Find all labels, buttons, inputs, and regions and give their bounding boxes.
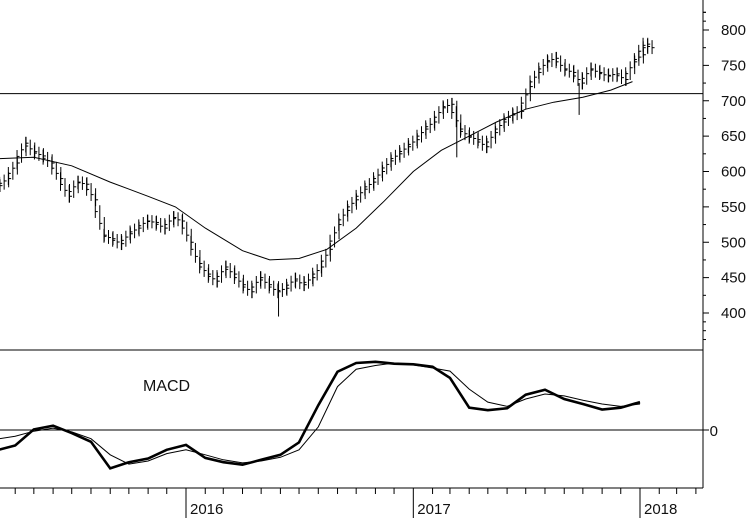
ohlc-bar <box>416 122 429 147</box>
y-tick-label: 450 <box>721 270 746 287</box>
y-tick-label: 800 <box>721 22 746 39</box>
ohlc-bar <box>120 227 133 251</box>
ohlc-bar <box>173 211 186 228</box>
macd-signal-line <box>0 362 641 465</box>
ohlc-bar <box>425 115 438 136</box>
ohlc-bar <box>25 136 38 159</box>
ohlc-bar <box>642 37 655 55</box>
ohlc-bar <box>242 278 255 299</box>
ohlc-bar <box>442 97 455 115</box>
macd-line <box>0 360 641 470</box>
ohlc-bar <box>355 182 368 207</box>
ohlc-bar <box>0 172 12 193</box>
ohlc-bar <box>164 211 177 235</box>
ohlc-bar <box>555 51 568 76</box>
ohlc-bar <box>207 267 220 288</box>
y-tick-label: 600 <box>721 164 746 181</box>
ohlc-bar <box>599 66 612 83</box>
ohlc-bar <box>16 136 29 170</box>
ohlc-bar <box>477 133 490 154</box>
ohlc-bar <box>94 193 107 242</box>
macd-label: MACD <box>143 378 190 395</box>
ohlc-bar <box>60 172 73 203</box>
ohlc-bar <box>199 257 212 281</box>
y-tick-label: 750 <box>721 57 746 74</box>
ohlc-bar <box>190 235 203 270</box>
ohlc-bar <box>0 179 3 193</box>
ohlc-bar <box>146 214 159 229</box>
ohlc-bar <box>155 216 168 235</box>
x-tick-label: 2016 <box>190 501 223 518</box>
ohlc-bar <box>581 62 594 90</box>
y-tick-label: 700 <box>721 93 746 110</box>
ohlc-bar <box>638 37 651 62</box>
ohlc-bar <box>381 154 394 178</box>
ohlc-bar <box>433 101 446 129</box>
ohlc-bar <box>216 260 229 288</box>
ohlc-bar <box>329 218 342 256</box>
ohlc-bar <box>51 156 64 185</box>
ohlc-bar <box>468 129 481 147</box>
y-tick-label: 400 <box>721 305 746 322</box>
macd-zero-label: 0 <box>710 423 718 440</box>
ohlc-bar <box>7 156 20 185</box>
ohlc-bar <box>590 62 603 79</box>
ohlc-bar <box>373 165 386 189</box>
ohlc-bar <box>251 271 264 299</box>
ohlc-bar <box>616 67 629 86</box>
ohlc-bar <box>607 67 620 83</box>
ohlc-bar <box>233 267 246 292</box>
macd-panel: MACD <box>0 360 703 470</box>
ohlc-bar <box>68 175 81 203</box>
ohlc-bar <box>320 242 333 274</box>
y-tick-label: 500 <box>721 234 746 251</box>
ohlc-bar <box>494 115 507 139</box>
y-tick-label: 650 <box>721 128 746 145</box>
ohlc-bar <box>338 204 351 231</box>
ohlc-bar <box>286 272 299 295</box>
ohlc-bar <box>181 214 194 249</box>
ohlc-bar <box>486 126 499 154</box>
ohlc-bar <box>259 271 272 292</box>
ohlc-bar <box>112 232 125 251</box>
ohlc-bar <box>346 193 359 217</box>
ohlc-bar <box>86 177 99 207</box>
ohlc-bar <box>277 281 290 299</box>
ohlc-bar <box>103 228 116 246</box>
y-tick-label: 550 <box>721 199 746 216</box>
ohlc-bar <box>512 104 525 122</box>
ohlc-bar <box>390 147 403 168</box>
ohlc-bar <box>399 140 412 161</box>
ohlc-bar <box>529 66 542 93</box>
ohlc-bar <box>129 221 142 241</box>
ohlc-bar <box>77 175 90 191</box>
x-tick-label: 2017 <box>417 501 450 518</box>
ohlc-bar <box>625 55 638 86</box>
price-panel <box>0 37 703 317</box>
ohlc-bar <box>538 55 551 79</box>
ohlc-bar <box>451 97 464 136</box>
ohlc-bar <box>138 214 151 235</box>
x-tick-label: 2018 <box>644 501 677 518</box>
ohlc-bar <box>312 260 325 284</box>
moving-average-line <box>0 81 633 261</box>
ohlc-bar <box>520 80 533 118</box>
ohlc-bar <box>546 51 559 69</box>
